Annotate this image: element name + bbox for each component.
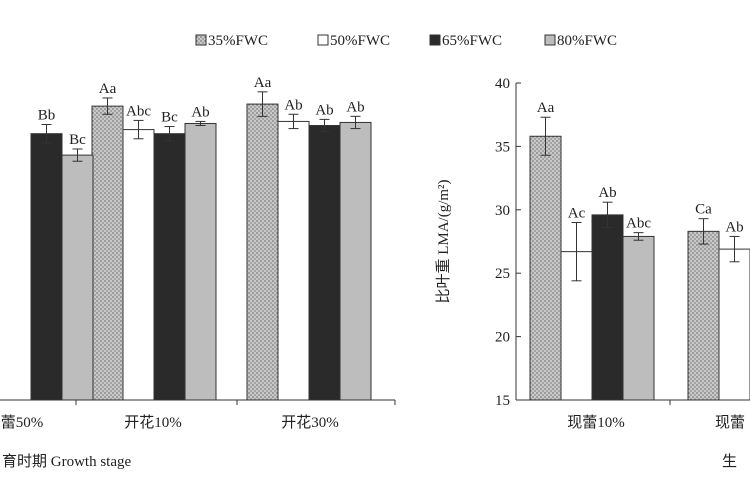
- y-tick-label: 35: [495, 139, 510, 155]
- legend-label: 35%FWC: [208, 33, 268, 49]
- x-axis-title: 生: [722, 453, 737, 470]
- legend-swatch: [544, 34, 556, 46]
- bar: [339, 121, 372, 401]
- significance-letter: Ca: [695, 202, 712, 218]
- y-tick-label: 15: [495, 393, 510, 409]
- y-axis-title: 比叶重 LMA/(g/m²): [435, 179, 452, 303]
- legend-swatch: [195, 34, 207, 46]
- y-tick-label: 30: [495, 203, 510, 219]
- significance-letter: Aa: [254, 75, 272, 91]
- bar: [122, 129, 155, 401]
- significance-letter: Ab: [598, 185, 616, 201]
- significance-letter: Ab: [315, 102, 333, 118]
- legend: 35%FWC 50%FWC 65%FWC 80%FWC: [195, 33, 617, 49]
- significance-letter: Ab: [346, 99, 364, 115]
- y-tick-label: 40: [495, 76, 510, 92]
- significance-letter: Aa: [99, 81, 117, 97]
- bar: [30, 133, 63, 401]
- significance-letter: Ac: [568, 205, 586, 221]
- right-panel: 15 20 25 30 35 40 Aa Ca Ac Ab Ab Abc 现蕾10% 现蕾生 比叶重 LMA…: [435, 76, 750, 470]
- bar: [91, 105, 124, 401]
- bar: [246, 103, 279, 401]
- significance-letter: Ab: [725, 219, 743, 235]
- significance-letter: Ab: [284, 97, 302, 113]
- significance-letter: Ab: [191, 104, 209, 120]
- bar: [718, 248, 750, 401]
- legend-label: 80%FWC: [557, 33, 617, 49]
- x-category-label: 开花10%: [124, 414, 182, 431]
- bar: [622, 235, 655, 401]
- y-tick-label: 20: [495, 330, 510, 346]
- x-category-label: 现蕾: [715, 414, 745, 431]
- bar: [277, 120, 310, 401]
- legend-label: 50%FWC: [330, 33, 390, 49]
- x-category-label: 开花30%: [281, 414, 339, 431]
- x-category-label: 蕾50%: [1, 414, 44, 431]
- bar: [687, 230, 720, 401]
- significance-letter: Aa: [537, 100, 555, 116]
- legend-swatch: [429, 34, 441, 46]
- bar: [308, 125, 341, 401]
- x-axis-title: 育时期 Growth stage: [2, 453, 131, 470]
- legend-swatch: [317, 34, 329, 46]
- bar: [61, 154, 94, 401]
- bar: [591, 214, 624, 401]
- y-tick-label: 25: [495, 266, 510, 282]
- significance-letter: Bc: [161, 110, 178, 126]
- x-category-label: 现蕾10%: [567, 414, 625, 431]
- legend-label: 65%FWC: [442, 33, 502, 49]
- significance-letter: Bb: [38, 107, 56, 123]
- bar: [529, 135, 562, 401]
- significance-letter: Abc: [126, 103, 151, 119]
- significance-letter: Abc: [626, 216, 651, 232]
- left-panel: Aa Aa Abc Ab Bb Bc Ab Bc Ab Ab 蕾50% 开花10% 开花30% 育时期 G…: [0, 75, 396, 470]
- bar: [184, 122, 217, 401]
- significance-letter: Bc: [69, 132, 86, 148]
- bar: [153, 133, 186, 401]
